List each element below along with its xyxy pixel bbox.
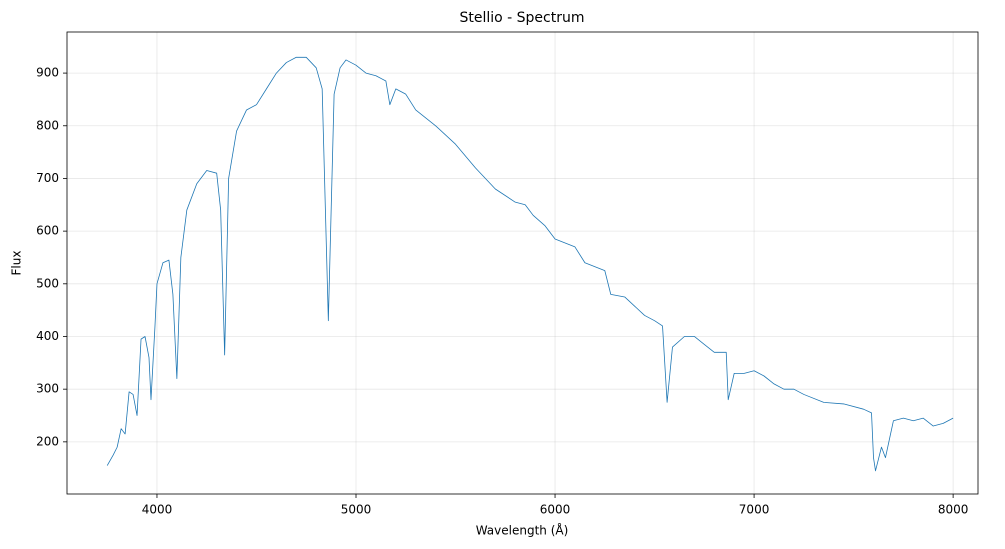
- y-tick-label: 900: [36, 66, 59, 80]
- y-axis-label: Flux: [10, 251, 24, 276]
- plot-frame: [66, 31, 979, 495]
- x-tick-label: 8000: [938, 503, 969, 517]
- chart-title: Stellio - Spectrum: [459, 10, 584, 26]
- y-tick-label: 600: [36, 224, 59, 238]
- y-tick-label: 700: [36, 171, 59, 185]
- y-tick-label: 400: [36, 329, 59, 343]
- y-tick-label: 300: [36, 382, 59, 396]
- y-tick-label: 800: [36, 118, 59, 132]
- x-tick-label: 7000: [739, 503, 770, 517]
- x-tick-label: 6000: [540, 503, 571, 517]
- x-tick-label: 5000: [341, 503, 372, 517]
- spectrum-line: [106, 56, 954, 472]
- x-axis-label: Wavelength (Å): [476, 523, 569, 538]
- x-tick-label: 4000: [142, 503, 173, 517]
- y-tick-label: 200: [36, 434, 59, 448]
- y-tick-label: 500: [36, 276, 59, 290]
